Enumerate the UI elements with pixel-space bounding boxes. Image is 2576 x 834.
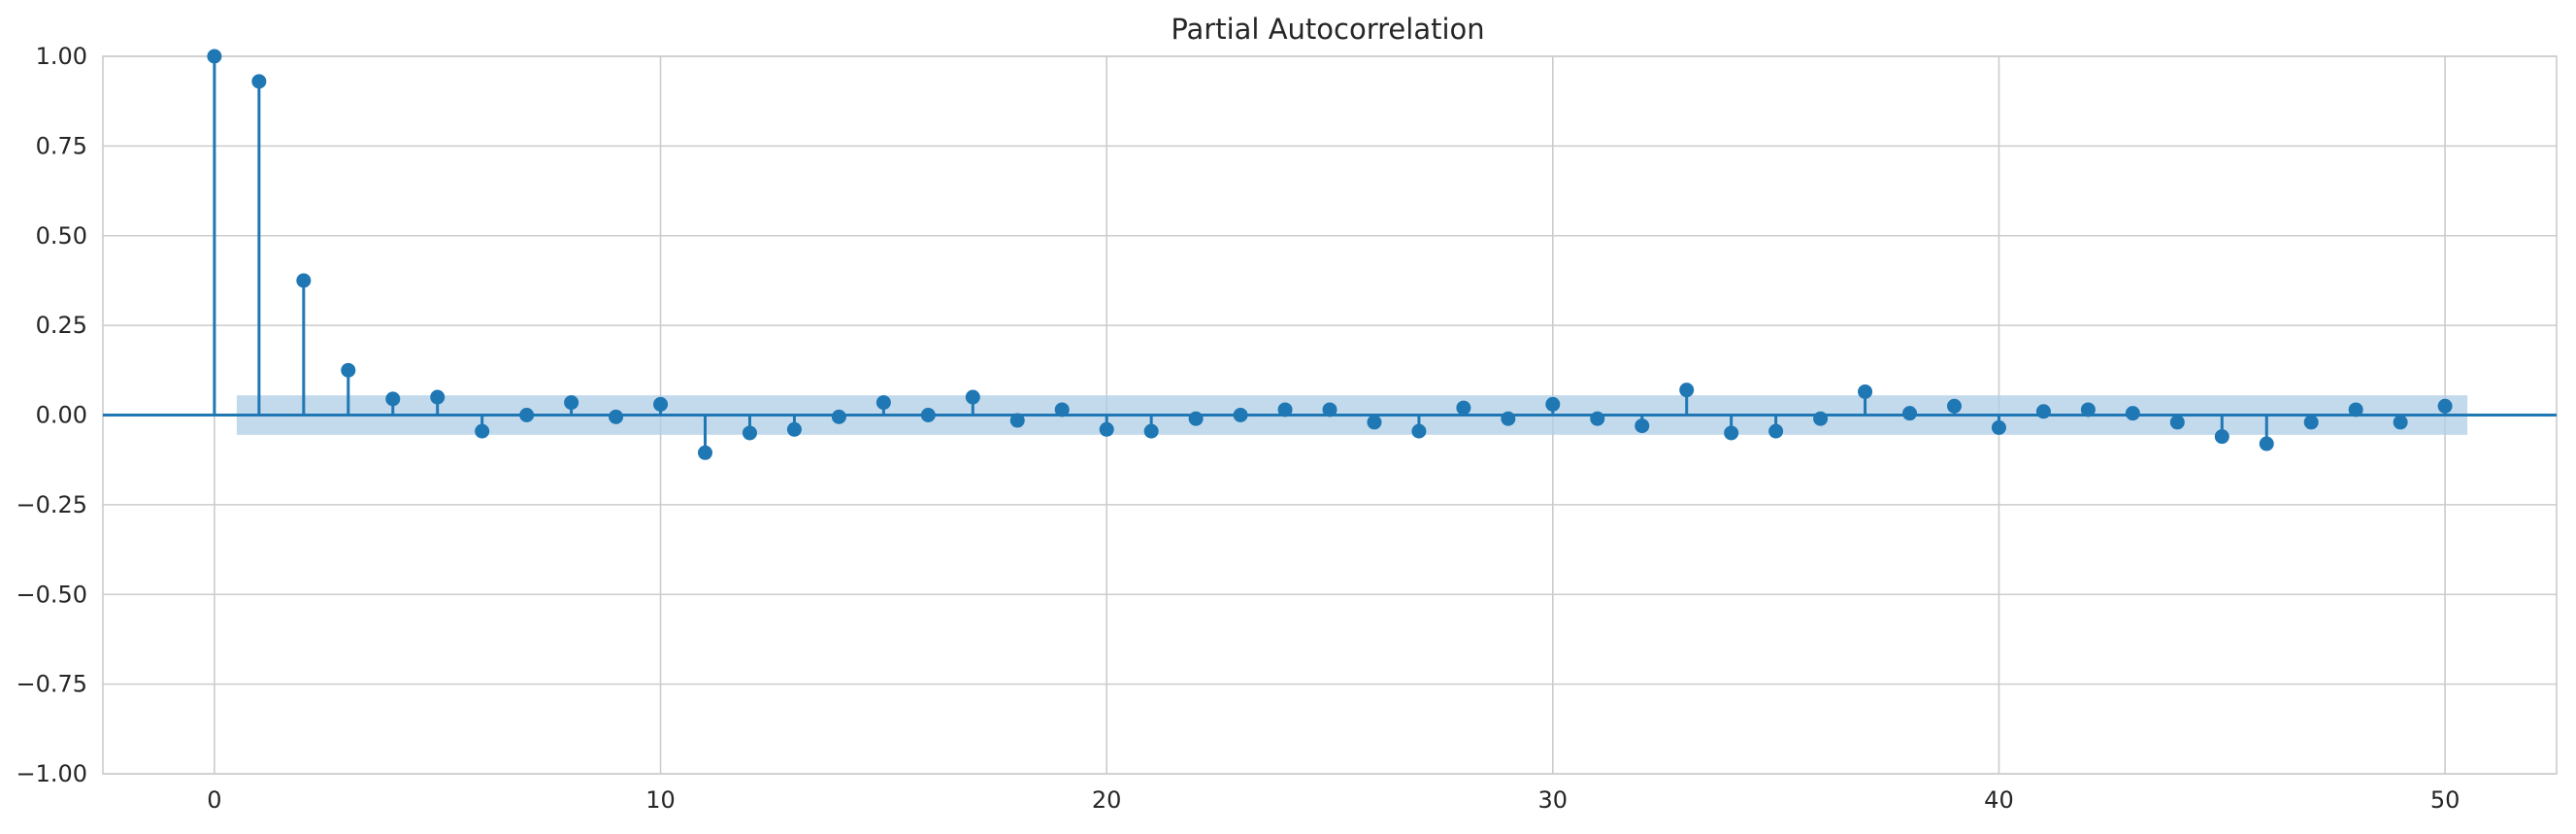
y-tick-label: 1.00: [36, 43, 87, 70]
stem-marker: [965, 389, 980, 405]
x-tick-label: 50: [2430, 786, 2460, 814]
y-tick-label: −0.25: [16, 491, 87, 518]
stem-marker: [1501, 411, 1516, 426]
stem-marker: [875, 395, 891, 411]
stem-marker: [2080, 402, 2096, 417]
stem-marker: [385, 391, 401, 407]
y-tick-label: 0.50: [36, 222, 87, 250]
stem-marker: [2214, 429, 2229, 445]
stem-marker: [1143, 423, 1159, 439]
stem-marker: [1724, 425, 1739, 441]
stem-marker: [2125, 406, 2140, 421]
stem-marker: [1813, 411, 1829, 426]
stem-marker: [698, 445, 713, 460]
stem-marker: [1009, 413, 1025, 428]
chart-title: Partial Autocorrelation: [1171, 13, 1484, 46]
stem-marker: [341, 362, 356, 378]
stem-marker: [1367, 415, 1382, 430]
stem-marker: [1991, 419, 2006, 435]
x-tick-label: 40: [1984, 786, 2014, 814]
stem-marker: [1322, 402, 1338, 417]
x-tick-label: 20: [1092, 786, 1122, 814]
stem-marker: [786, 421, 802, 437]
stem-marker: [2035, 404, 2051, 419]
y-tick-label: 0.00: [36, 402, 87, 429]
stem-marker: [2303, 415, 2319, 430]
stem-marker: [296, 273, 312, 288]
stem-marker: [430, 389, 446, 405]
stem-marker: [207, 49, 222, 64]
stem-marker: [1768, 423, 1784, 439]
stem-marker: [2437, 398, 2453, 414]
x-tick-label: 30: [1538, 786, 1569, 814]
stem-marker: [1858, 384, 1873, 399]
stem-marker: [1946, 398, 1962, 414]
stem-marker: [251, 74, 267, 89]
stem-marker: [2259, 436, 2274, 451]
tick-labels: −1.00 −0.75 −0.50 −0.25 0.00 0.25 0.50 0.75 1.00…: [16, 43, 2460, 814]
stem-marker: [1635, 418, 1650, 434]
y-tick-label: −1.00: [16, 760, 87, 787]
stem-marker: [1099, 421, 1114, 437]
stem-marker: [519, 408, 535, 422]
stem-marker: [1188, 411, 1204, 426]
y-tick-label: −0.75: [16, 671, 87, 698]
y-tick-label: 0.25: [36, 312, 87, 339]
stem-marker: [742, 425, 757, 441]
x-tick-label: 10: [645, 786, 676, 814]
stem-marker: [1902, 406, 1918, 421]
stem-marker: [1411, 423, 1427, 439]
y-tick-label: −0.50: [16, 581, 87, 608]
stem-marker: [831, 409, 846, 424]
stem-marker: [1277, 402, 1293, 417]
stem-marker: [2348, 402, 2363, 417]
stem-marker: [1456, 400, 1471, 416]
stem-marker: [1590, 411, 1605, 426]
stem-marker: [564, 395, 579, 411]
x-tick-label: 0: [207, 786, 221, 814]
stem-marker: [653, 396, 669, 412]
stem-marker: [1545, 396, 1561, 412]
stem-marker: [1679, 383, 1695, 398]
stem-marker: [1233, 408, 1248, 422]
y-tick-label: 0.75: [36, 132, 87, 159]
stem-marker: [1054, 402, 1070, 417]
stem-layer: [103, 49, 2557, 460]
stem-marker: [920, 408, 936, 422]
stem-marker: [475, 423, 490, 439]
stem-marker: [2393, 415, 2408, 430]
stem-marker: [2169, 415, 2185, 430]
stem-marker: [609, 409, 624, 424]
